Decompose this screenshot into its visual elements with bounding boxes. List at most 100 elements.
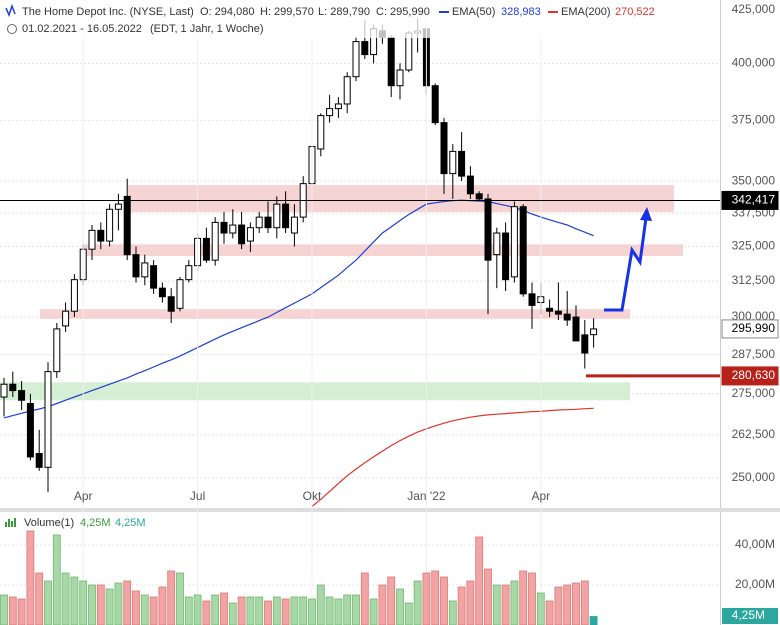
candle-body bbox=[53, 328, 61, 373]
volume-bar bbox=[334, 598, 343, 625]
title: The Home Depot Inc. (NYSE, Last) bbox=[22, 6, 194, 18]
volume-bar bbox=[149, 596, 158, 625]
candle-body bbox=[502, 232, 510, 281]
candle-body bbox=[158, 287, 166, 298]
zone bbox=[0, 382, 630, 401]
volume-title: Volume(1) bbox=[24, 517, 74, 529]
volume-bar bbox=[563, 584, 572, 625]
volume-bar bbox=[202, 600, 211, 625]
volume-bar bbox=[440, 576, 448, 625]
volume-bar bbox=[255, 596, 264, 625]
x-tick-label: Jan '22 bbox=[407, 489, 446, 503]
header-low: L: 289,790 bbox=[318, 6, 370, 18]
volume-bar bbox=[35, 572, 44, 625]
y-tick-label: 350,000 bbox=[732, 173, 776, 187]
volume-bar bbox=[572, 582, 580, 625]
candle-body bbox=[0, 383, 8, 398]
subtitle: 01.02.2021 - 16.05.2022 bbox=[22, 23, 142, 35]
x-tick-label: Jul bbox=[190, 489, 205, 503]
volume-bar bbox=[70, 576, 79, 625]
volume-bar bbox=[237, 596, 246, 625]
projection-arrow bbox=[604, 217, 648, 312]
volume-bar bbox=[158, 586, 167, 625]
candle-body bbox=[343, 76, 351, 105]
header-close: C: 295,990 bbox=[376, 6, 430, 18]
volume-bar bbox=[17, 598, 26, 625]
volume-bar bbox=[352, 594, 360, 625]
legend-swatch bbox=[548, 11, 558, 13]
candle-body bbox=[150, 265, 158, 289]
volume-bar bbox=[290, 596, 299, 625]
candle-body bbox=[590, 328, 598, 336]
candle-body bbox=[352, 41, 360, 78]
volume-value: 4,25M bbox=[115, 517, 146, 529]
candle-body bbox=[35, 453, 43, 468]
legend-label: EMA(50) bbox=[452, 6, 495, 18]
volume-bar bbox=[88, 584, 96, 625]
candle-body bbox=[9, 383, 17, 392]
candle-body bbox=[493, 232, 501, 256]
volume-bar bbox=[193, 594, 202, 625]
candle-body bbox=[18, 390, 26, 401]
candle-body bbox=[282, 203, 290, 229]
volume-bar bbox=[396, 588, 404, 625]
level-box bbox=[721, 366, 779, 386]
zone bbox=[83, 244, 683, 257]
candle-body bbox=[290, 216, 298, 234]
candle-body bbox=[572, 316, 580, 342]
candle-body bbox=[405, 32, 413, 71]
level-label: 280,630 bbox=[732, 368, 776, 382]
volume-bar bbox=[501, 584, 510, 625]
price-pane bbox=[0, 9, 720, 507]
volume-bar bbox=[554, 586, 563, 625]
y-tick-label: 20,00M bbox=[735, 577, 775, 591]
candle-body bbox=[264, 216, 272, 229]
candle-body bbox=[334, 103, 342, 110]
y-tick-label: 40,00M bbox=[735, 537, 775, 551]
volume-bar bbox=[545, 600, 554, 625]
zone bbox=[40, 309, 630, 319]
candle-body bbox=[484, 198, 492, 261]
volume-bar bbox=[220, 592, 228, 625]
volume-bar bbox=[272, 596, 281, 625]
volume-bar bbox=[369, 598, 378, 625]
volume-last-label: 4,25M bbox=[732, 608, 765, 622]
candle-body bbox=[123, 195, 131, 256]
volume-bar bbox=[8, 596, 17, 625]
volume-bar bbox=[360, 572, 369, 625]
volume-bar bbox=[431, 570, 440, 625]
candle-body bbox=[141, 262, 149, 278]
header-bg bbox=[0, 0, 720, 38]
y-tick-label: 262,500 bbox=[732, 427, 776, 441]
logo bbox=[5, 3, 16, 18]
candle-body bbox=[581, 334, 589, 354]
volume-bar bbox=[167, 570, 176, 625]
y-tick-label: 400,000 bbox=[732, 56, 776, 70]
legend-label: EMA(200) bbox=[561, 6, 611, 18]
candle-body bbox=[554, 310, 562, 315]
volume-bar bbox=[228, 602, 237, 625]
candle-body bbox=[132, 254, 140, 278]
volume-bar bbox=[176, 572, 184, 625]
ema-line bbox=[311, 407, 594, 507]
note: (EDT, 1 Jahr, 1 Woche) bbox=[150, 23, 264, 35]
candle-body bbox=[97, 229, 105, 242]
volume-bar bbox=[308, 598, 316, 625]
volume-icon bbox=[5, 518, 16, 527]
candle-body bbox=[449, 150, 457, 175]
x-tick-label: Apr bbox=[74, 489, 93, 503]
candle-body bbox=[70, 279, 78, 312]
candle-body bbox=[361, 41, 369, 56]
level-box bbox=[721, 319, 779, 339]
volume-bar bbox=[123, 580, 132, 625]
volume-bar bbox=[475, 536, 484, 625]
candle-body bbox=[458, 150, 466, 177]
volume-bar bbox=[316, 584, 325, 625]
volume-bar bbox=[343, 594, 352, 625]
volume-bar bbox=[79, 580, 88, 625]
volume-bar bbox=[0, 594, 8, 625]
y-tick-label: 425,000 bbox=[732, 2, 776, 16]
volume-bar bbox=[246, 596, 255, 625]
